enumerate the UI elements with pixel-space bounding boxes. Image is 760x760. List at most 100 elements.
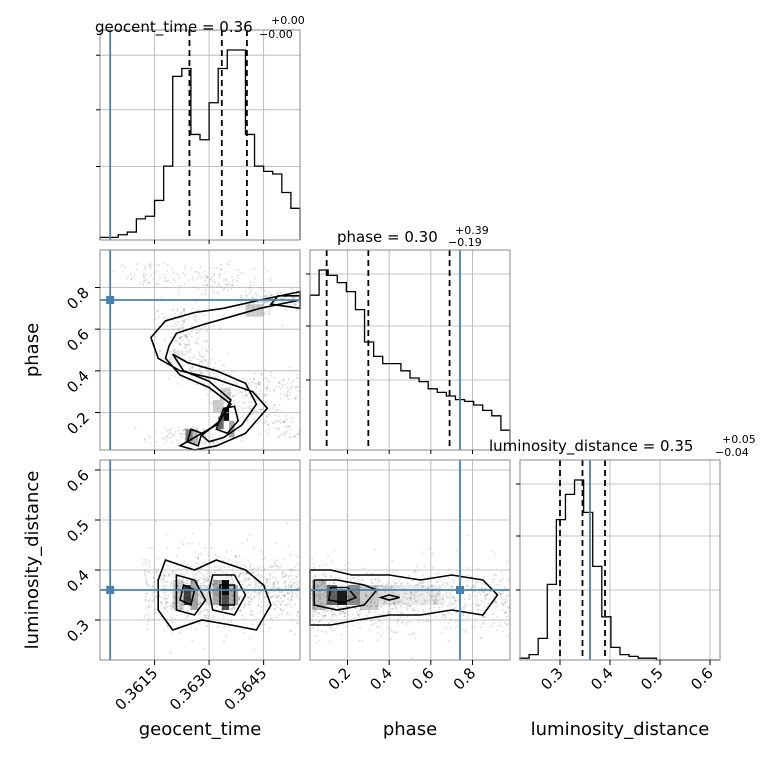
sample-point [268,574,271,577]
sample-point [148,563,151,566]
xtick-label-luminosity_distance: 0.6 [687,664,717,694]
sample-point [142,284,145,287]
sample-point [507,615,510,618]
sample-point [446,596,449,599]
sample-point [247,559,250,562]
sample-point [322,563,325,566]
xtick-label-luminosity_distance: 0.4 [587,664,617,694]
sample-point [163,629,166,632]
sample-point [352,624,355,627]
sample-point [279,388,282,390]
sample-point [259,390,262,392]
sample-point [493,601,496,604]
sample-point [491,595,494,598]
sample-point [149,266,152,269]
sample-point [191,268,193,270]
sample-point [286,430,289,433]
sample-point [292,593,294,596]
sample-point [446,583,449,586]
sample-point [476,603,478,606]
sample-point [257,596,260,599]
sample-point [173,601,176,604]
sample-point [314,613,317,616]
density-cell-geocent-lumdist [221,580,230,595]
sample-point [296,581,299,584]
sample-point [216,603,219,606]
histogram-layer [99,49,720,661]
sample-point [277,435,280,438]
sample-point [318,598,321,601]
frame-layer [99,29,721,661]
sample-point [280,434,283,437]
sample-point [169,615,172,618]
sample-point [144,614,147,617]
sample-point [190,366,193,369]
xtick-label-luminosity_distance: 0.3 [537,664,567,694]
sample-point [183,353,186,356]
sample-point [322,616,325,619]
sample-point [294,386,297,389]
sample-point [222,279,225,281]
contour-phase-lumdist-small [377,594,400,601]
sample-point [438,606,441,609]
sample-point [177,327,180,330]
sample-point [328,621,331,624]
sample-point [227,283,230,286]
sample-point [276,581,279,584]
sample-point [297,301,300,304]
sample-point [183,308,186,311]
sample-point [505,611,508,614]
sample-point [181,581,184,584]
sample-point [192,441,195,444]
sample-point [483,615,485,618]
sample-point [297,616,300,618]
sample-point [209,389,212,392]
sample-point [407,582,410,585]
sample-point [264,300,267,303]
sample-point [285,426,288,429]
sample-point [204,288,207,291]
sample-point [203,614,206,617]
sample-point [501,602,504,605]
sample-point [342,610,345,613]
sample-point [267,295,270,298]
sample-point [356,592,359,595]
sample-point [212,272,215,275]
sample-point [330,609,333,612]
sample-point [236,279,239,282]
sample-point [266,604,269,607]
sample-point [162,273,165,276]
sample-point [210,279,213,281]
sample-point [163,606,166,609]
sample-point [427,587,429,590]
sample-point [212,437,215,440]
sample-point [216,626,219,629]
sample-point [236,382,239,385]
sample-point [143,276,146,278]
sample-point [372,597,375,600]
sample-point [179,433,182,436]
sample-point [204,435,207,438]
sample-point [318,639,321,642]
sample-point [198,622,201,625]
sample-point [437,590,440,593]
sample-point [384,585,387,588]
sample-point [245,294,248,296]
sample-point [172,309,174,311]
sample-point [495,574,498,577]
sample-point [341,611,344,614]
sample-point [173,602,176,605]
sample-point [226,262,228,265]
sample-point [225,278,228,281]
sample-point [285,414,287,417]
sample-point [181,339,184,342]
sample-point [467,614,469,617]
sample-point [173,315,176,318]
sample-point [400,611,403,614]
sample-point [322,572,325,575]
sample-point [162,580,165,583]
sample-point [276,420,278,423]
sample-point [249,583,252,586]
sample-point [409,597,412,599]
sample-point [480,599,483,602]
